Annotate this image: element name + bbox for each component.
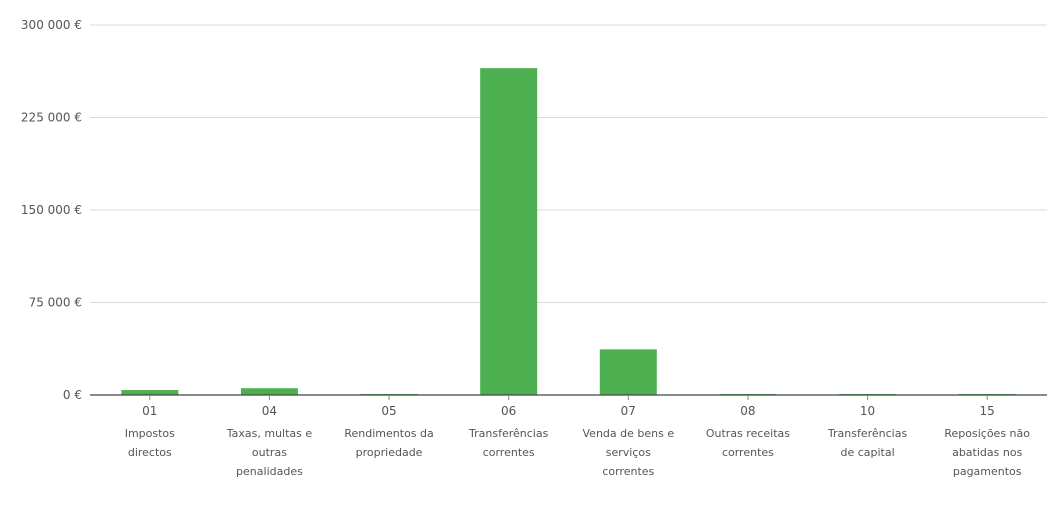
x-category-label: pagamentos [953,465,1022,478]
x-category-label: correntes [483,446,535,459]
y-tick-label: 300 000 € [21,18,82,32]
x-category-label: Transferências [827,427,908,440]
x-category-label: Impostos [125,427,175,440]
x-category-label: Reposições não [944,427,1030,440]
bar-06[interactable] [480,68,538,396]
x-category-label: Rendimentos da [344,427,433,440]
x-category-label: correntes [602,465,654,478]
y-tick-label: 75 000 € [29,296,82,310]
x-category-label: serviços [606,446,651,459]
x-category-label: Taxas, multas e [226,427,313,440]
y-tick-label: 225 000 € [21,111,82,125]
x-category-code: 04 [262,404,277,418]
bar-04[interactable] [240,388,298,395]
x-category-label: Venda de bens e [583,427,675,440]
y-tick-label: 150 000 € [21,203,82,217]
x-category-code: 05 [381,404,396,418]
x-category-label: Outras receitas [706,427,790,440]
x-category-code: 01 [142,404,157,418]
x-category-code: 10 [860,404,875,418]
x-category-label: Transferências [468,427,549,440]
x-category-label: correntes [722,446,774,459]
y-tick-label: 0 € [63,388,82,402]
x-category-label: penalidades [236,465,303,478]
x-category-code: 07 [621,404,636,418]
x-category-code: 06 [501,404,516,418]
x-category-code: 08 [740,404,755,418]
x-category-label: outras [252,446,287,459]
x-category-label: abatidas nos [952,446,1022,459]
x-category-code: 15 [980,404,995,418]
bar-07[interactable] [599,349,657,395]
bar-01[interactable] [121,390,179,395]
x-category-label: propriedade [356,446,423,459]
x-category-label: de capital [840,446,894,459]
x-category-label: directos [128,446,172,459]
